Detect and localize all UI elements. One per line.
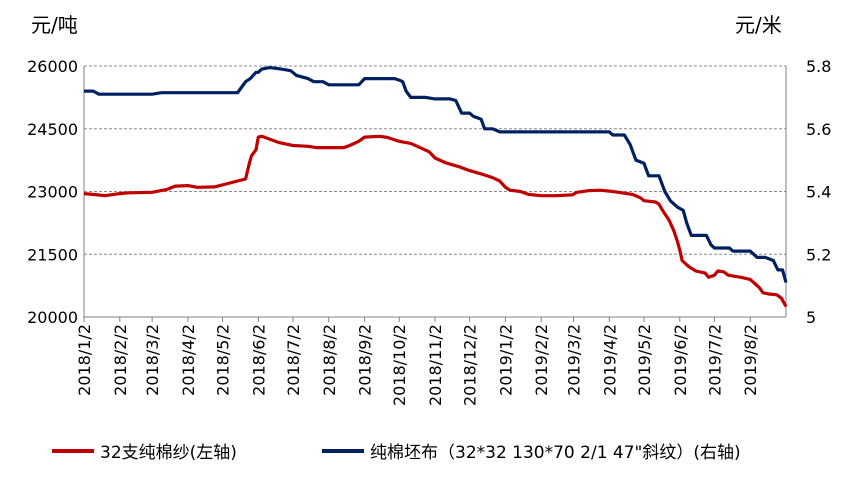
x-axis-tick-label: 2018/8/2 [320, 324, 339, 396]
left-axis-unit-label: 元/吨 [31, 13, 78, 37]
x-axis-tick-label: 2019/7/2 [705, 324, 724, 396]
left-axis-tick-label: 24500 [27, 120, 78, 139]
right-axis-tick-label: 5.6 [806, 120, 831, 139]
left-axis-tick-label: 20000 [27, 308, 78, 327]
right-axis-tick-label: 5.2 [806, 245, 831, 264]
x-axis-tick-label: 2019/5/2 [635, 324, 654, 396]
right-axis-unit-label: 元/米 [735, 13, 782, 37]
x-axis-tick-label: 2018/7/2 [284, 324, 303, 396]
legend-swatch-cotton-yarn [52, 448, 94, 453]
right-axis-tick-label: 5 [806, 308, 816, 327]
x-axis-tick-label: 2018/6/2 [249, 324, 268, 396]
left-axis-tick-label: 26000 [27, 57, 78, 76]
left-axis-tick-label: 23000 [27, 183, 78, 202]
left-axis: 20000 21500 23000 24500 26000 [27, 57, 78, 327]
right-axis: 5 5.2 5.4 5.6 5.8 [806, 57, 831, 327]
legend-item-grey-cloth: 纯棉坯布（32*32 130*70 2/1 47"斜纹）(右轴) [322, 438, 741, 463]
left-axis-tick-label: 21500 [27, 245, 78, 264]
x-axis-tick-label: 2019/3/2 [565, 324, 584, 396]
legend-label-grey-cloth: 纯棉坯布（32*32 130*70 2/1 47"斜纹）(右轴) [370, 443, 741, 463]
x-axis-tick-label: 2018/9/2 [356, 324, 375, 396]
legend-item-cotton-yarn: 32支纯棉纱(左轴) [52, 438, 237, 463]
x-axis-tick-label: 2019/1/2 [496, 324, 515, 396]
x-axis-tick-label: 2019/2/2 [532, 324, 551, 396]
series-line-cotton-yarn [83, 134, 788, 308]
series-lines [83, 65, 788, 308]
x-axis-tick-label: 2018/1/2 [75, 324, 94, 396]
x-axis-tick-label: 2018/4/2 [179, 324, 198, 396]
x-axis-tick-label: 2019/4/2 [600, 324, 619, 396]
x-axis-tick-label: 2018/5/2 [214, 324, 233, 396]
x-axis-tick-label: 2019/6/2 [671, 324, 690, 396]
gridlines [83, 65, 787, 318]
x-axis-tick-label: 2018/3/2 [143, 324, 162, 396]
right-axis-tick-label: 5.4 [806, 183, 831, 202]
right-axis-tick-label: 5.8 [806, 57, 831, 76]
x-axis-tick-label: 2018/11/2 [426, 324, 445, 406]
legend-swatch-grey-cloth [322, 448, 364, 453]
x-axis-tick-label: 2019/8/2 [741, 324, 760, 396]
x-axis: 2018/1/2 2018/2/2 2018/3/2 2018/4/2 2018/5/2… [75, 317, 760, 406]
x-axis-tick-label: 2018/2/2 [111, 324, 130, 396]
x-axis-tick-label: 2018/10/2 [390, 324, 409, 406]
x-axis-tick-label: 2018/12/2 [461, 324, 480, 406]
legend-label-cotton-yarn: 32支纯棉纱(左轴) [100, 443, 237, 463]
series-line-grey-cloth [84, 65, 788, 283]
